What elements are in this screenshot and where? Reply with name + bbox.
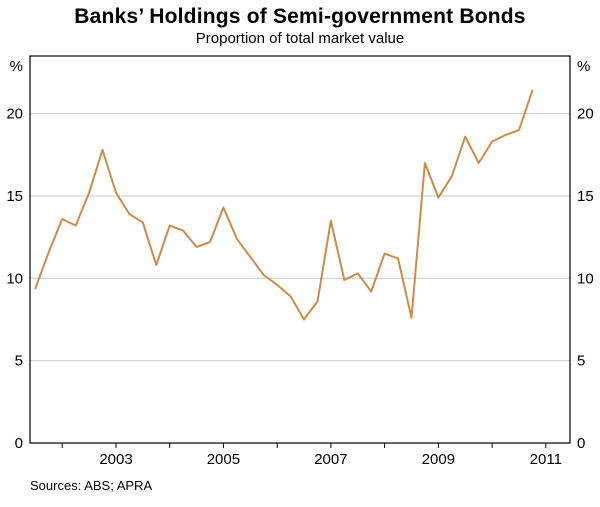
y-axis-label-left: 15 (6, 188, 23, 205)
x-axis-label: 2009 (422, 451, 455, 468)
source-note: Sources: ABS; APRA (30, 478, 153, 493)
x-axis-label: 2003 (99, 451, 132, 468)
x-axis-label: 2011 (530, 451, 562, 468)
y-axis-label-left: 0 (15, 435, 23, 452)
y-axis-label-right: 0 (577, 435, 585, 452)
chart-title: Banks’ Holdings of Semi-government Bonds (74, 5, 526, 28)
y-axis-label-left: 10 (6, 270, 23, 287)
x-axis-label: 2007 (314, 451, 347, 468)
y-axis-label-right: 5 (577, 353, 585, 370)
y-axis-label-left: 20 (6, 106, 23, 123)
chart-subtitle: Proportion of total market value (195, 30, 405, 47)
chart-page: Banks’ Holdings of Semi-government Bonds… (0, 4, 600, 507)
chart-svg: 0 0 5 5 10 10 15 15 20 20% % 2003 2005 2007 2009 2011 (6, 55, 594, 468)
y-axis-label-right: 10 (577, 270, 594, 287)
data-line (34, 89, 534, 321)
x-axis-label: 2005 (207, 451, 240, 468)
plot-border (29, 55, 571, 444)
unit-label-right: % (577, 58, 590, 75)
y-axis-label-right: 15 (577, 188, 594, 205)
y-axis-label-left: 5 (15, 353, 23, 370)
y-axis-label-right: 20 (577, 106, 594, 123)
unit-label-left: % (10, 58, 23, 75)
